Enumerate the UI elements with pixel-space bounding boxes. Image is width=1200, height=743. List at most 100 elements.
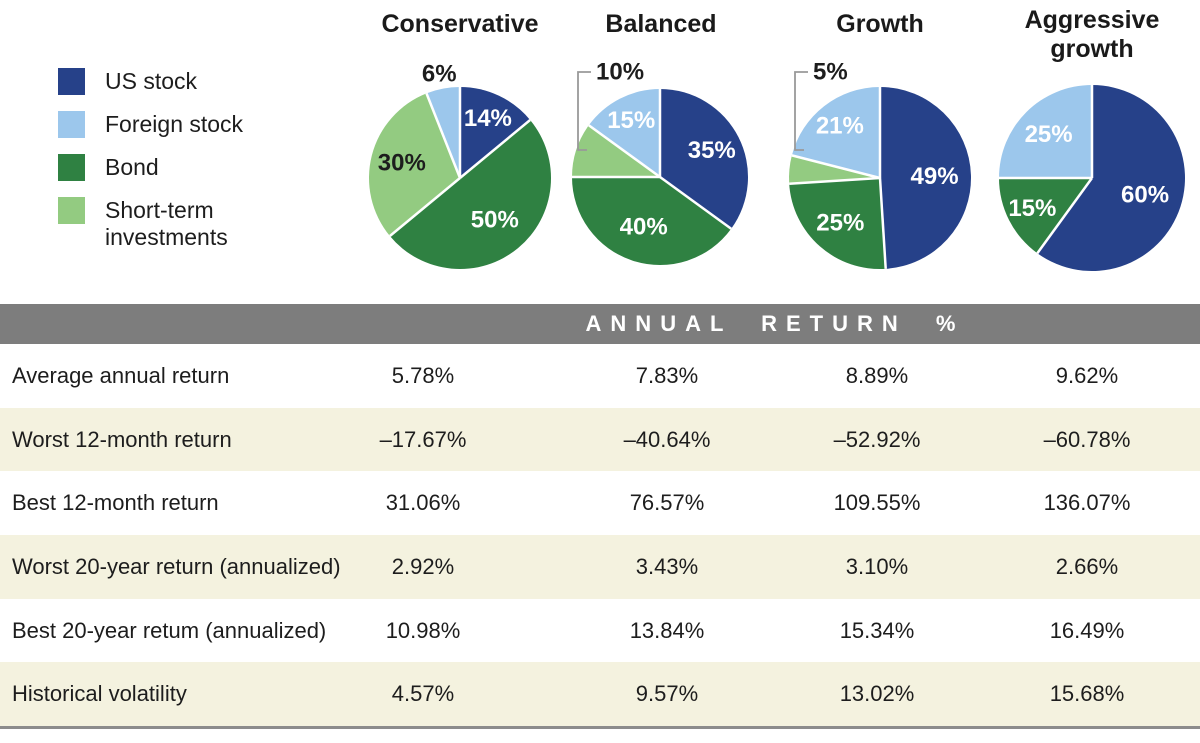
callout-leader-line (577, 71, 591, 151)
returns-table: Average annual return 5.78% 7.83% 8.89% … (0, 344, 1200, 727)
value-growth: 8.89% (845, 362, 909, 388)
pie-slice-short-term-investments (369, 93, 460, 237)
pie-chart-balanced: 35% 40% 10% 15% (572, 59, 749, 266)
value-conservative: 10.98% (385, 617, 461, 643)
value-growth: 13.02% (839, 681, 915, 707)
slice-separator (588, 124, 661, 179)
value-aggressive-growth: 15.68% (1049, 681, 1125, 707)
slice-separator (791, 154, 881, 180)
pie-slice-us-stock (460, 87, 531, 178)
pie-slice-bond (572, 177, 732, 266)
row-label: Worst 20-year return (annualized) (12, 553, 341, 579)
pie-label-short-term-investments: 30% (378, 150, 426, 177)
pie-title-growth: Growth (836, 10, 924, 38)
legend-label: Foreign stock (105, 111, 244, 137)
pie-charts-canvas: 14% 50% 30% 6% 35% 40% 10% 15% 49% 25% 5% 21% 60% 15%… (369, 59, 1185, 272)
pie-label-foreign-stock: 15% (607, 107, 655, 134)
legend: US stock Foreign stock Bond Short-term i… (58, 68, 277, 267)
table-row-worst-20-year-return-annualized-: Worst 20-year return (annualized) 2.92% … (0, 535, 1200, 599)
value-aggressive-growth: 9.62% (1055, 362, 1119, 388)
pie-slice-bond (789, 178, 886, 269)
legend-label: Short-term investments (105, 197, 228, 250)
value-growth: 3.10% (845, 553, 909, 579)
value-aggressive-growth: –60.78% (1043, 426, 1131, 452)
pie-slice-us-stock (880, 87, 972, 269)
pie-slice-foreign-stock (588, 89, 660, 177)
value-balanced: 3.43% (635, 553, 699, 579)
slice-separator (878, 177, 887, 269)
legend-swatch (58, 154, 85, 181)
annual-return-title: ANNUAL RETURN % (585, 311, 965, 336)
pie-chart-growth: 49% 25% 5% 21% (789, 59, 972, 269)
pie-chart-conservative: 14% 50% 30% 6% (369, 61, 551, 269)
slice-separator (789, 176, 881, 185)
slice-separator (389, 177, 461, 237)
slice-separator (425, 92, 462, 179)
pie-label-us-stock: 35% (688, 137, 736, 164)
value-aggressive-growth: 2.66% (1055, 553, 1119, 579)
annual-return-header-band: ANNUAL RETURN % (0, 304, 1200, 344)
pie-title-conservative: Conservative (381, 10, 539, 38)
value-conservative: –17.67% (379, 426, 467, 452)
slice-separator (659, 175, 732, 230)
legend-swatch (58, 197, 85, 224)
pie-label-bond: 25% (816, 210, 864, 237)
row-label: Best 12-month return (12, 490, 219, 516)
allocation-charts-section: US stock Foreign stock Bond Short-term i… (0, 0, 1200, 304)
callout-leader-line (794, 71, 808, 151)
pie-label-foreign-stock: 21% (816, 113, 864, 140)
value-conservative: 4.57% (391, 681, 455, 707)
pie-label-us-stock: 49% (911, 163, 959, 190)
value-growth: –52.92% (833, 426, 921, 452)
legend-item-bond: Bond (58, 154, 277, 181)
legend-item-us-stock: US stock (58, 68, 277, 95)
pie-callout-label-foreign-stock: 6% (422, 61, 457, 88)
value-balanced: 9.57% (635, 681, 699, 707)
legend-swatch (58, 111, 85, 138)
pie-callout-label-short-term-investments: 5% (813, 59, 848, 86)
slice-separator (459, 119, 531, 179)
row-label: Best 20-year retum (annualized) (12, 617, 327, 643)
value-balanced: 13.84% (629, 617, 705, 643)
value-aggressive-growth: 136.07% (1043, 490, 1131, 516)
table-row-worst-12-month-return: Worst 12-month return –17.67% –40.64% –5… (0, 407, 1200, 472)
value-conservative: 2.92% (391, 553, 455, 579)
pie-callout-label-short-term-investments: 10% (596, 59, 644, 86)
table-row-best-12-month-return: Best 12-month return 31.06% 76.57% 109.5… (0, 471, 1200, 536)
pie-label-bond: 50% (471, 207, 519, 234)
legend-swatch (58, 68, 85, 95)
table-row-historical-volatility: Historical volatility 4.57% 9.57% 13.02%… (0, 662, 1200, 727)
row-label: Worst 12-month return (12, 426, 232, 452)
table-row-best-20-year-retum-annualized-: Best 20-year retum (annualized) 10.98% 1… (0, 598, 1200, 663)
table-bottom-border (0, 726, 1200, 729)
pie-label-us-stock: 14% (464, 105, 512, 132)
value-balanced: –40.64% (623, 426, 711, 452)
pie-label-us-stock: 60% (1121, 182, 1169, 209)
pie-slice-bond (389, 119, 551, 269)
pie-label-bond: 15% (1008, 195, 1056, 222)
pie-slice-foreign-stock (791, 87, 880, 178)
value-conservative: 31.06% (385, 490, 461, 516)
pie-slice-bond (999, 178, 1092, 254)
value-aggressive-growth: 16.49% (1049, 617, 1125, 643)
pie-slice-foreign-stock (999, 85, 1092, 178)
slice-separator (1036, 177, 1094, 254)
pie-label-bond: 40% (620, 214, 668, 241)
legend-label: US stock (105, 68, 198, 94)
legend-item-foreign-stock: Foreign stock (58, 111, 277, 138)
pie-title-balanced: Balanced (605, 10, 717, 38)
row-label: Historical volatility (12, 681, 187, 707)
pie-slice-short-term-investments (789, 155, 880, 184)
table-row-average-annual-return: Average annual return 5.78% 7.83% 8.89% … (0, 344, 1200, 408)
pie-slice-short-term-investments (572, 125, 660, 177)
pie-chart-aggressive-growth: 60% 15% 25% (999, 85, 1185, 272)
pie-slice-us-stock (660, 89, 749, 229)
value-conservative: 5.78% (391, 362, 455, 388)
pie-slice-us-stock (1037, 85, 1185, 272)
pie-title-aggressive-growth: Aggressive growth (1024, 6, 1160, 63)
value-balanced: 7.83% (635, 362, 699, 388)
value-growth: 109.55% (833, 490, 921, 516)
value-growth: 15.34% (839, 617, 915, 643)
value-balanced: 76.57% (629, 490, 705, 516)
legend-label: Bond (105, 154, 159, 180)
